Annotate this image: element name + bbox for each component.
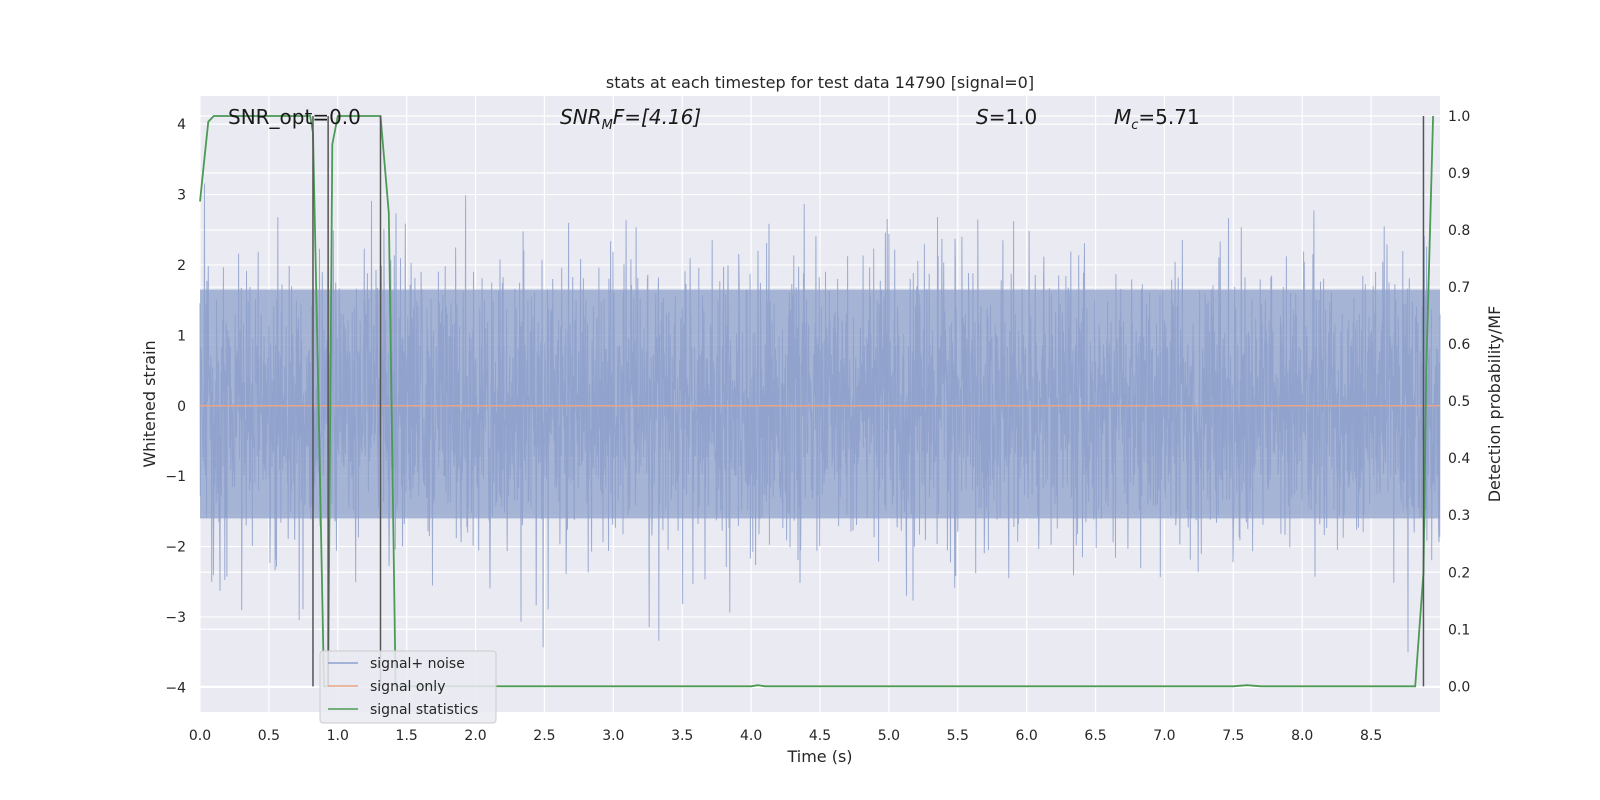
- annotation-snr-mf: SNRMF=[4.16]: [560, 105, 701, 133]
- annotation-s: S=1.0: [976, 105, 1037, 129]
- x-tick-label-0: 0.0: [189, 728, 211, 744]
- x-tick-label-15: 7.5: [1222, 728, 1244, 744]
- y2-tick-label-4: 0.6: [1448, 337, 1470, 353]
- y2-tick-label-8: 0.2: [1448, 565, 1470, 581]
- annotation-mc: Mc=5.71: [1114, 105, 1200, 133]
- annotation-s-prefix: S: [976, 105, 989, 129]
- x-tick-label-11: 5.5: [947, 728, 969, 744]
- y2-tick-label-1: 0.9: [1448, 166, 1470, 182]
- legend-label-signal-noise: signal+ noise: [370, 656, 465, 672]
- y-tick-label-8: −4: [165, 680, 186, 696]
- y2-tick-label-6: 0.4: [1448, 451, 1470, 467]
- y2-tick-label-3: 0.7: [1448, 280, 1470, 296]
- x-tick-label-2: 1.0: [327, 728, 349, 744]
- x-tick-label-17: 8.5: [1360, 728, 1382, 744]
- x-tick-label-3: 1.5: [396, 728, 418, 744]
- y-tick-label-3: 1: [177, 328, 186, 344]
- legend: signal+ noise signal only signal statist…: [319, 650, 497, 724]
- x-tick-label-16: 8.0: [1291, 728, 1313, 744]
- y-tick-label-6: −2: [165, 540, 186, 556]
- x-tick-label-14: 7.0: [1153, 728, 1175, 744]
- vertical-lines: [312, 115, 1425, 687]
- y-axis-label: Whitened strain: [140, 340, 159, 467]
- x-tick-label-10: 5.0: [878, 728, 900, 744]
- legend-box: [319, 650, 497, 724]
- signal-noise-band: [200, 289, 1440, 519]
- y2-tick-label-10: 0.0: [1448, 679, 1470, 695]
- x-axis-label: Time (s): [786, 747, 852, 766]
- x-tick-label-7: 3.5: [671, 728, 693, 744]
- x-tick-label-5: 2.5: [533, 728, 555, 744]
- y2-axis-ticks: 1.0 0.9 0.8 0.7 0.6 0.5 0.4 0.3 0.2 0.1 0.0: [1448, 109, 1470, 695]
- chart-title: stats at each timestep for test data 147…: [606, 73, 1034, 92]
- annotation-snr-mf-sub: M: [602, 118, 613, 133]
- x-tick-label-8: 4.0: [740, 728, 762, 744]
- annotation-mc-sub: c: [1131, 118, 1138, 133]
- x-tick-label-1: 0.5: [258, 728, 280, 744]
- annotation-mc-suffix: =5.71: [1138, 105, 1199, 129]
- x-tick-label-6: 3.0: [602, 728, 624, 744]
- y2-tick-label-0: 1.0: [1448, 109, 1470, 125]
- annotation-snr-mf-suffix: F=[4.16]: [613, 105, 701, 129]
- signal-noise-series: [199, 183, 1441, 653]
- legend-label-signal-only: signal only: [370, 679, 445, 695]
- y2-tick-label-2: 0.8: [1448, 223, 1470, 239]
- y2-tick-label-7: 0.3: [1448, 508, 1470, 524]
- legend-label-signal-statistics: signal statistics: [370, 702, 478, 718]
- x-tick-label-12: 6.0: [1016, 728, 1038, 744]
- x-axis-ticks: 0.0 0.5 1.0 1.5 2.0 2.5 3.0 3.5 4.0 4.5 5.0 5.5 6.0 6…: [189, 728, 1382, 744]
- y-tick-label-0: 4: [177, 117, 186, 133]
- y-axis-ticks: 4 3 2 1 0 −1 −2 −3 −4: [165, 117, 186, 696]
- y2-tick-label-5: 0.5: [1448, 394, 1470, 410]
- x-tick-label-9: 4.5: [809, 728, 831, 744]
- y2-tick-label-9: 0.1: [1448, 622, 1470, 638]
- x-tick-label-13: 6.5: [1084, 728, 1106, 744]
- annotation-s-suffix: =1.0: [989, 105, 1038, 129]
- y2-axis-label: Detection probability/MF: [1485, 306, 1504, 503]
- y-tick-label-2: 2: [177, 258, 186, 274]
- y-tick-label-5: −1: [165, 469, 186, 485]
- annotation-snr-mf-prefix: SNR: [560, 105, 602, 129]
- y-tick-label-1: 3: [177, 188, 186, 204]
- x-tick-label-4: 2.0: [464, 728, 486, 744]
- annotation-mc-prefix: M: [1114, 105, 1131, 129]
- y-tick-label-4: 0: [177, 399, 186, 415]
- y-tick-label-7: −3: [165, 610, 186, 626]
- annotation-snr-opt: SNR_opt=0.0: [228, 105, 361, 129]
